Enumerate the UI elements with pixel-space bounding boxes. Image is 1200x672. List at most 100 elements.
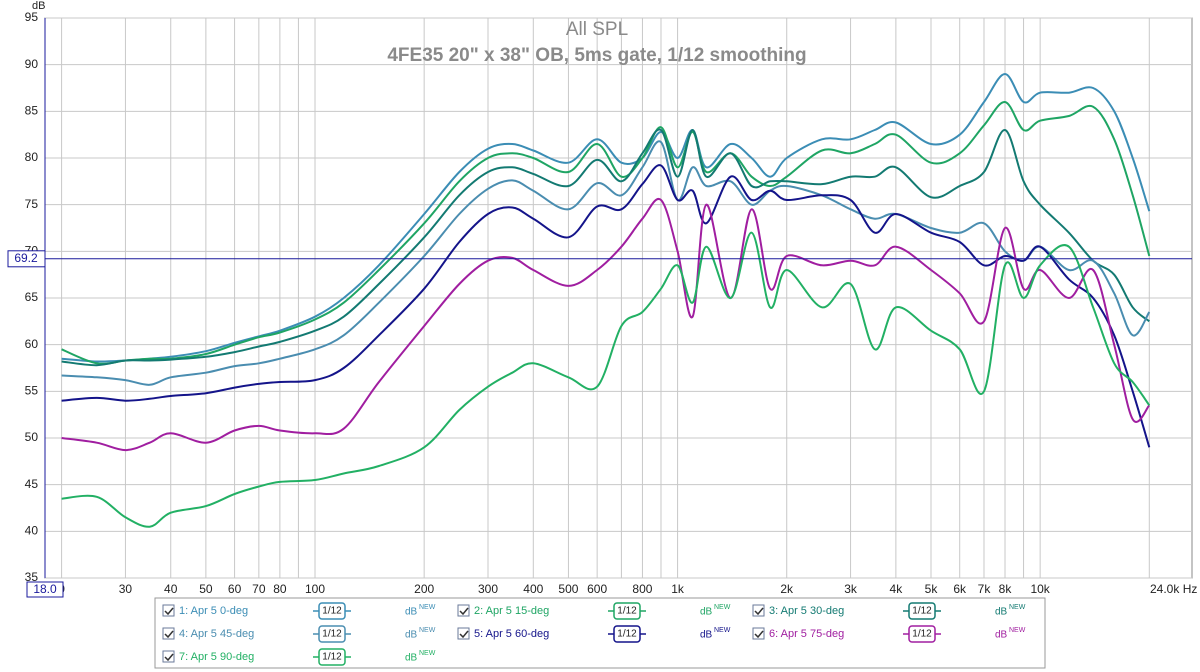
legend-checkbox [752, 627, 765, 640]
legend-check [754, 630, 764, 639]
legend-check [164, 607, 174, 616]
legend-check [459, 630, 469, 639]
legend-unit-tag: NEW [419, 604, 436, 611]
x-tick-label: 5k [925, 582, 939, 596]
legend-smooth-box [318, 602, 346, 620]
x-tick-label: 300 [478, 582, 498, 596]
y-tick-label: 45 [25, 477, 39, 491]
legend-check [754, 607, 764, 616]
legend-label: 5: Apr 5 60-deg [474, 628, 549, 640]
legend-unit: dB [405, 607, 418, 618]
legend-check [459, 607, 469, 616]
series-line [61, 231, 1151, 528]
legend-smooth-box [613, 602, 641, 620]
y-tick-label: 95 [25, 10, 39, 24]
y-tick-label: 40 [25, 524, 39, 538]
legend-unit: dB [405, 630, 418, 641]
series-group [61, 72, 1151, 528]
x-tick-label: 60 [228, 582, 242, 596]
y-tick-label: 60 [25, 337, 39, 351]
legend-label: 3: Apr 5 30-deg [769, 605, 844, 617]
legend-unit: dB [700, 607, 713, 618]
legend-unit: dB [700, 630, 713, 641]
legend-label: 1: Apr 5 0-deg [179, 605, 248, 617]
legend-smoothing: 1/12 [912, 629, 932, 640]
legend-smooth-box [613, 625, 641, 643]
legend-smooth-box [908, 602, 936, 620]
y-tick-label: 90 [25, 57, 39, 71]
series-line [61, 140, 1151, 386]
cursor-y-label: 69.2 [14, 251, 38, 265]
legend-check [164, 630, 174, 639]
legend-checkbox [457, 604, 470, 617]
legend-smooth-box [318, 648, 346, 666]
legend-smoothing: 1/12 [322, 606, 342, 617]
legend-smooth-box [908, 625, 936, 643]
x-tick-label: 70 [252, 582, 266, 596]
x-tick-label: 80 [273, 582, 287, 596]
legend-unit-tag: NEW [1009, 627, 1026, 634]
cursor-y-box [7, 250, 46, 268]
chart-title: All SPL [566, 19, 628, 40]
legend-unit: dB [405, 653, 418, 664]
legend-checkbox [162, 604, 175, 617]
x-tick-label: 50 [199, 582, 213, 596]
legend-smoothing: 1/12 [912, 606, 932, 617]
legend-label: 2: Apr 5 15-deg [474, 605, 549, 617]
cursor-x-box [26, 581, 64, 598]
x-tick-label: 4k [890, 582, 904, 596]
x-tick-label: 500 [558, 582, 578, 596]
legend-smoothing: 1/12 [617, 629, 637, 640]
legend-label: 4: Apr 5 45-deg [179, 628, 254, 640]
y-axis-label: dB [32, 0, 45, 12]
x-end-label: 24.0k Hz [1150, 582, 1197, 596]
y-tick-label: 65 [25, 290, 39, 304]
legend-check [164, 653, 174, 662]
y-tick-label: 75 [25, 197, 39, 211]
legend-box [154, 597, 1046, 669]
x-tick-label: 600 [587, 582, 607, 596]
x-tick-label: 40 [164, 582, 178, 596]
legend-checkbox [162, 650, 175, 663]
legend-unit-tag: NEW [714, 604, 731, 611]
legend-unit-tag: NEW [1009, 604, 1026, 611]
legend-smoothing: 1/12 [322, 652, 342, 663]
y-tick-label: 55 [25, 384, 39, 398]
x-tick-label: 800 [632, 582, 652, 596]
x-tick-label: 6k [953, 582, 967, 596]
chart-subtitle: 4FE35 20" x 38" OB, 5ms gate, 1/12 smoot… [387, 45, 806, 66]
legend-checkbox [752, 604, 765, 617]
legend-smoothing: 1/12 [617, 606, 637, 617]
legend-unit-tag: NEW [714, 627, 731, 634]
y-tick-label: 35 [25, 570, 39, 584]
legend-smooth-box [318, 625, 346, 643]
legend-checkbox [457, 627, 470, 640]
x-tick-label: 200 [414, 582, 434, 596]
x-tick-label: 1k [671, 582, 685, 596]
legend-smoothing: 1/12 [322, 629, 342, 640]
x-tick-label: 7k [978, 582, 992, 596]
grid [45, 17, 1192, 579]
y-tick-label: 85 [25, 104, 39, 118]
x-tick-label: 30 [119, 582, 133, 596]
x-tick-label: 100 [305, 582, 325, 596]
x-tick-label: 8k [999, 582, 1013, 596]
legend-label: 7: Apr 5 90-deg [179, 651, 254, 663]
legend-checkbox [162, 627, 175, 640]
y-tick-label: 50 [25, 430, 39, 444]
cursor-x-label: 18.0 [33, 582, 57, 596]
x-tick-label: 2k [780, 582, 794, 596]
series-line [61, 164, 1151, 448]
series-line [61, 128, 1150, 367]
legend-unit: dB [995, 630, 1008, 641]
series-line [61, 101, 1151, 365]
x-tick-label: 10k [1030, 582, 1050, 596]
legend-unit-tag: NEW [419, 650, 436, 657]
legend-label: 6: Apr 5 75-deg [769, 628, 844, 640]
x-tick-label: 3k [844, 582, 858, 596]
x-tick-label: 400 [523, 582, 543, 596]
legend-unit: dB [995, 607, 1008, 618]
y-tick-label: 80 [25, 150, 39, 164]
